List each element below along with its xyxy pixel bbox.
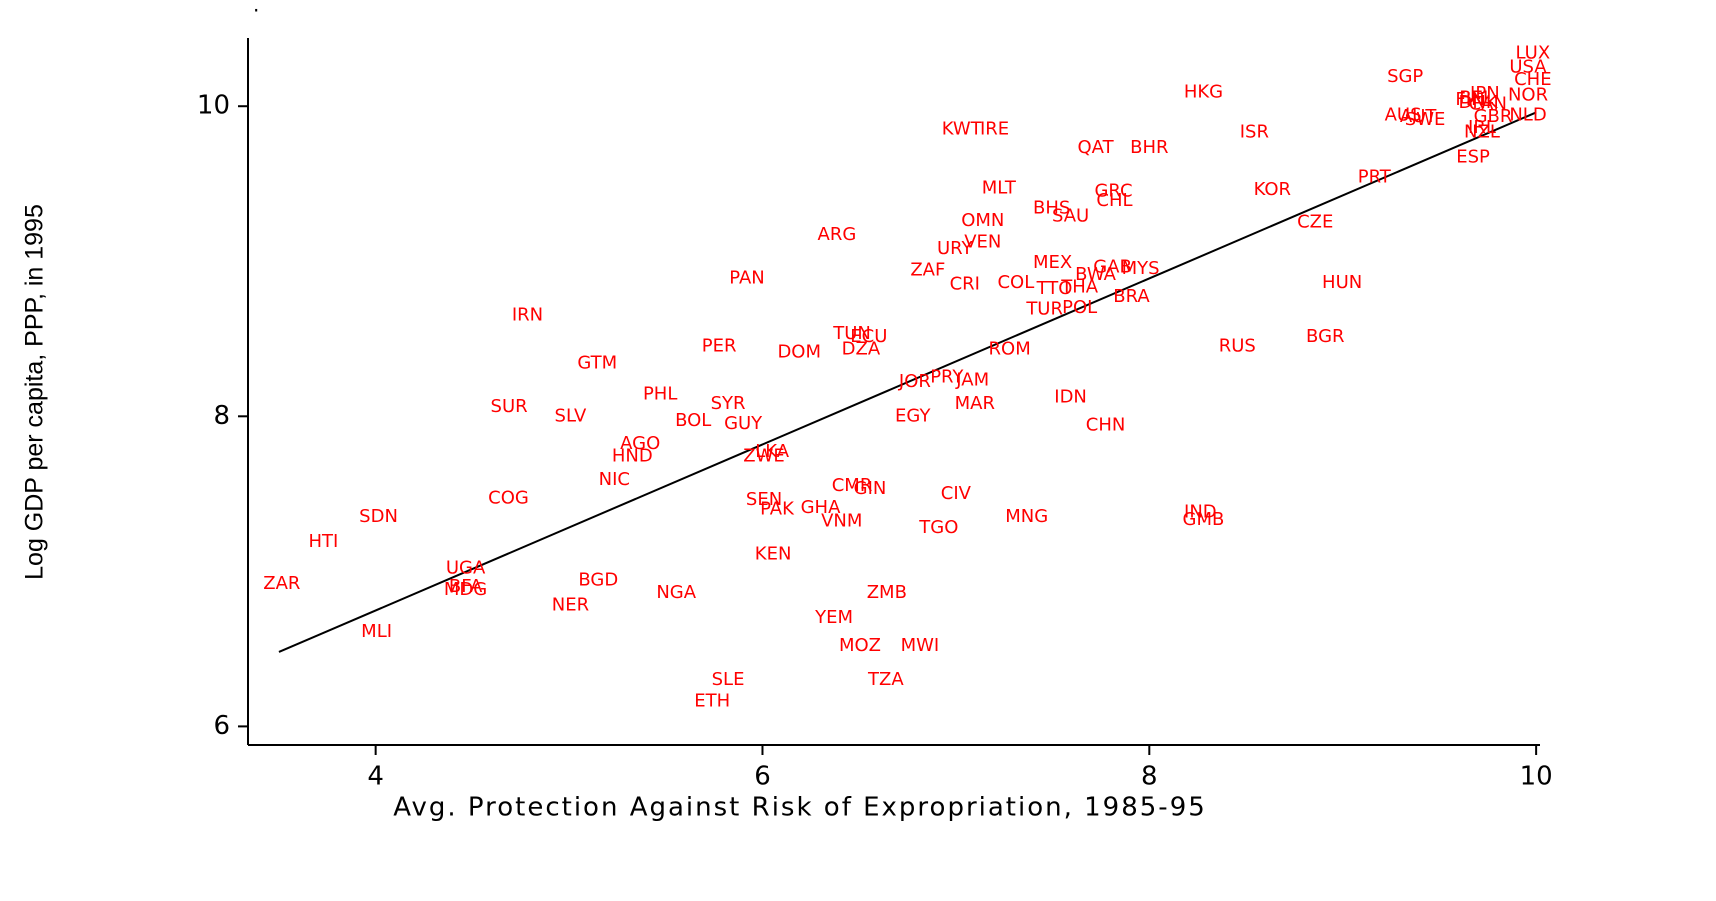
country-point: IDN (1054, 387, 1087, 408)
country-point: COG (488, 487, 529, 508)
country-point: JAM (955, 370, 989, 391)
x-tick-label: 4 (367, 762, 384, 792)
country-point: TZA (867, 669, 904, 690)
country-point: SLE (712, 669, 745, 690)
country-point: DOM (777, 342, 821, 363)
country-point: PER (702, 336, 737, 357)
country-point: MOZ (839, 635, 881, 656)
country-point: MLI (361, 621, 392, 642)
country-point: CHN (1086, 415, 1126, 436)
country-point: GBR (1474, 106, 1513, 127)
x-tick-label: 6 (754, 762, 771, 792)
country-point: TGO (918, 517, 958, 538)
country-point: YEM (814, 607, 853, 628)
country-point: IRE (980, 118, 1009, 139)
country-point: NLD (1509, 105, 1546, 126)
chart-title: . (253, 0, 259, 17)
country-point: BRA (1113, 286, 1150, 307)
country-point: PRT (1358, 167, 1392, 188)
country-point: MYS (1122, 258, 1160, 279)
country-point: SWE (1405, 109, 1446, 130)
country-point: LKA (755, 441, 790, 462)
country-point: HTI (309, 531, 339, 552)
country-point: IRN (512, 305, 543, 326)
country-point: NGA (656, 582, 696, 603)
country-point: VNM (821, 511, 862, 532)
country-point: ISR (1240, 122, 1269, 143)
country-point: CIV (941, 483, 972, 504)
y-tick-label: 8 (213, 401, 230, 431)
country-point: KOR (1254, 179, 1292, 200)
x-tick-label: 10 (1520, 762, 1553, 792)
country-point: GTM (577, 353, 617, 374)
country-point: ZMB (867, 582, 907, 603)
country-point: MDG (444, 579, 487, 600)
country-point: MNG (1005, 506, 1048, 527)
country-point: DZA (842, 339, 881, 360)
country-point: NER (552, 594, 589, 615)
country-point: CRI (950, 274, 980, 295)
country-point: SLV (555, 405, 587, 426)
country-point: ETH (694, 691, 730, 712)
x-axis-title: Avg. Protection Against Risk of Expropri… (393, 793, 1207, 823)
country-point: KWT (942, 118, 983, 139)
country-point: HUN (1322, 272, 1362, 293)
country-point: JOR (898, 371, 931, 392)
y-axis-title: Log GDP per capita, PPP, in 1995 (21, 204, 49, 580)
country-point: HND (612, 446, 653, 467)
country-point: GMB (1183, 509, 1225, 530)
country-point: COL (997, 272, 1034, 293)
country-point: SAU (1052, 205, 1089, 226)
country-point: PAK (760, 498, 795, 519)
country-point: ROM (989, 339, 1031, 360)
country-point: SDN (359, 506, 398, 527)
country-point: EGY (895, 405, 931, 426)
country-point: BOL (675, 410, 711, 431)
country-point: SUR (491, 396, 528, 417)
country-point: ZAF (910, 260, 945, 281)
country-point: TUR (1025, 298, 1063, 319)
y-tick-label: 10 (197, 91, 230, 121)
country-point: BGD (578, 570, 618, 591)
country-point: CHL (1096, 190, 1132, 211)
country-point: PHL (643, 384, 677, 405)
x-tick-label: 8 (1141, 762, 1158, 792)
country-point: OMN (961, 210, 1004, 231)
country-point: BHR (1130, 137, 1168, 158)
country-point: NOR (1508, 84, 1548, 105)
country-point: ARG (818, 224, 857, 245)
country-point: QAT (1077, 137, 1114, 158)
y-tick-label: 6 (213, 711, 230, 741)
country-point: NIC (599, 469, 630, 490)
country-point: SGP (1387, 66, 1423, 87)
country-point: CZE (1297, 212, 1333, 233)
country-point: MEX (1033, 252, 1072, 273)
country-point: PAN (729, 267, 764, 288)
country-point: HKG (1184, 81, 1223, 102)
country-point: GUY (724, 413, 763, 434)
country-point: ZAR (263, 573, 300, 594)
country-point: BGR (1306, 326, 1345, 347)
country-point: POL (1062, 297, 1097, 318)
country-point: MWI (901, 635, 940, 656)
country-point: ESP (1456, 146, 1490, 167)
country-point: MAR (955, 393, 995, 414)
country-point: VEN (964, 232, 1001, 253)
country-point: RUS (1219, 336, 1256, 357)
country-point: SYR (711, 393, 746, 414)
country-point: GIN (854, 478, 887, 499)
country-point: MLT (982, 177, 1017, 198)
country-point: KEN (755, 543, 792, 564)
